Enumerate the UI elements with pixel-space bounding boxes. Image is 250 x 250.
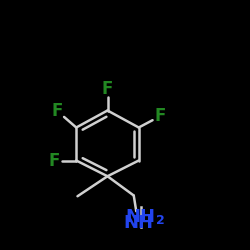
Text: 2: 2 [156, 214, 165, 227]
Text: F: F [52, 102, 63, 120]
Text: F: F [102, 80, 113, 98]
Text: F: F [154, 107, 166, 125]
Text: NH: NH [124, 214, 154, 232]
Text: NH: NH [125, 208, 155, 226]
Text: F: F [48, 152, 60, 170]
